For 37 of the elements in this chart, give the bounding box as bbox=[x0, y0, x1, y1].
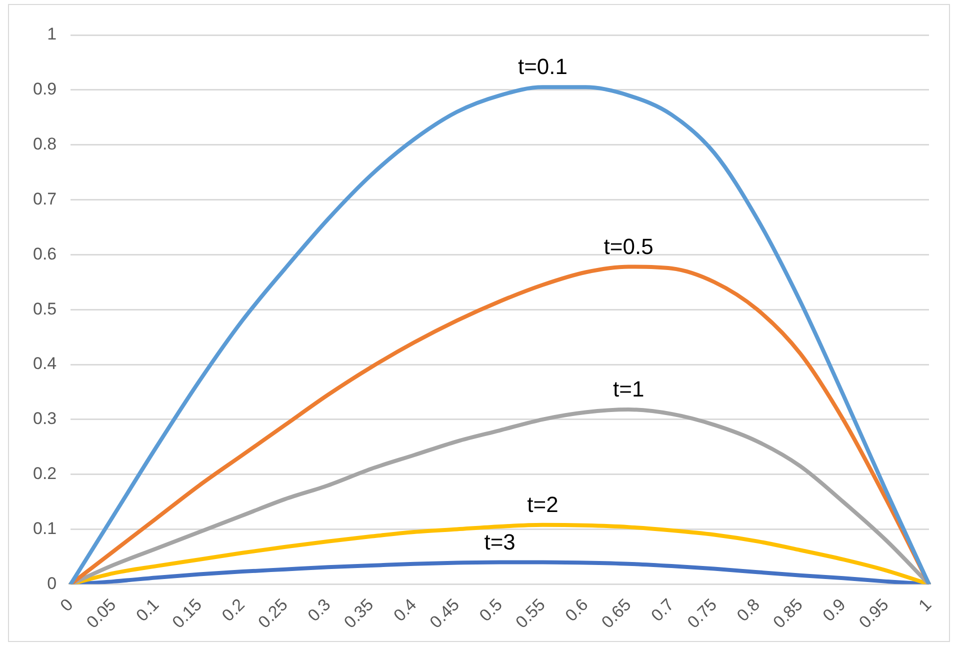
series-label: t=2 bbox=[527, 492, 558, 517]
x-tick-label: 0.8 bbox=[733, 595, 764, 626]
y-tick-label: 0.5 bbox=[32, 299, 57, 318]
x-tick-label: 0.15 bbox=[168, 595, 206, 632]
y-tick-label: 0.2 bbox=[32, 464, 57, 484]
x-tick-label: 0.5 bbox=[476, 595, 506, 626]
x-tick-label: 0.1 bbox=[132, 595, 163, 626]
series-label: t=0.1 bbox=[518, 54, 568, 80]
y-tick-label: 0.4 bbox=[32, 354, 57, 374]
y-tick-label: 0.3 bbox=[32, 409, 57, 428]
x-tick-label: 0.3 bbox=[304, 595, 334, 626]
x-tick-label: 0.6 bbox=[562, 595, 592, 626]
x-tick-label: 0.75 bbox=[684, 595, 721, 632]
y-tick-label: 0.9 bbox=[32, 80, 57, 99]
x-tick-label: 0.7 bbox=[647, 595, 678, 626]
y-tick-label: 0 bbox=[47, 574, 57, 593]
x-tick-label: 0.4 bbox=[390, 595, 420, 626]
x-tick-label: 0.9 bbox=[819, 595, 850, 626]
series-label: t=1 bbox=[612, 376, 644, 402]
y-tick-label: 1 bbox=[47, 24, 57, 44]
line-series bbox=[68, 85, 931, 584]
y-tick-label: 0.1 bbox=[32, 518, 57, 538]
x-tick-label: 0.45 bbox=[426, 595, 464, 632]
x-tick-label: 0.35 bbox=[340, 595, 378, 632]
x-tick-label: 0.2 bbox=[218, 595, 248, 626]
x-tick-label: 0.85 bbox=[770, 595, 806, 632]
y-tick-label: 0.6 bbox=[32, 244, 57, 264]
x-tick-label: 0.25 bbox=[254, 595, 292, 632]
x-tick-label: 0.05 bbox=[82, 595, 120, 632]
x-tick-label: 0.55 bbox=[512, 595, 549, 632]
x-tick-label: 0.95 bbox=[855, 595, 892, 632]
y-tick-label: 0.8 bbox=[32, 134, 57, 154]
series-label: t=0.5 bbox=[604, 234, 654, 259]
x-tick-label: 1 bbox=[915, 595, 936, 616]
y-tick-label: 0.7 bbox=[32, 189, 57, 208]
series-label: t=3 bbox=[484, 529, 516, 554]
x-tick-label: 0.65 bbox=[598, 595, 635, 632]
